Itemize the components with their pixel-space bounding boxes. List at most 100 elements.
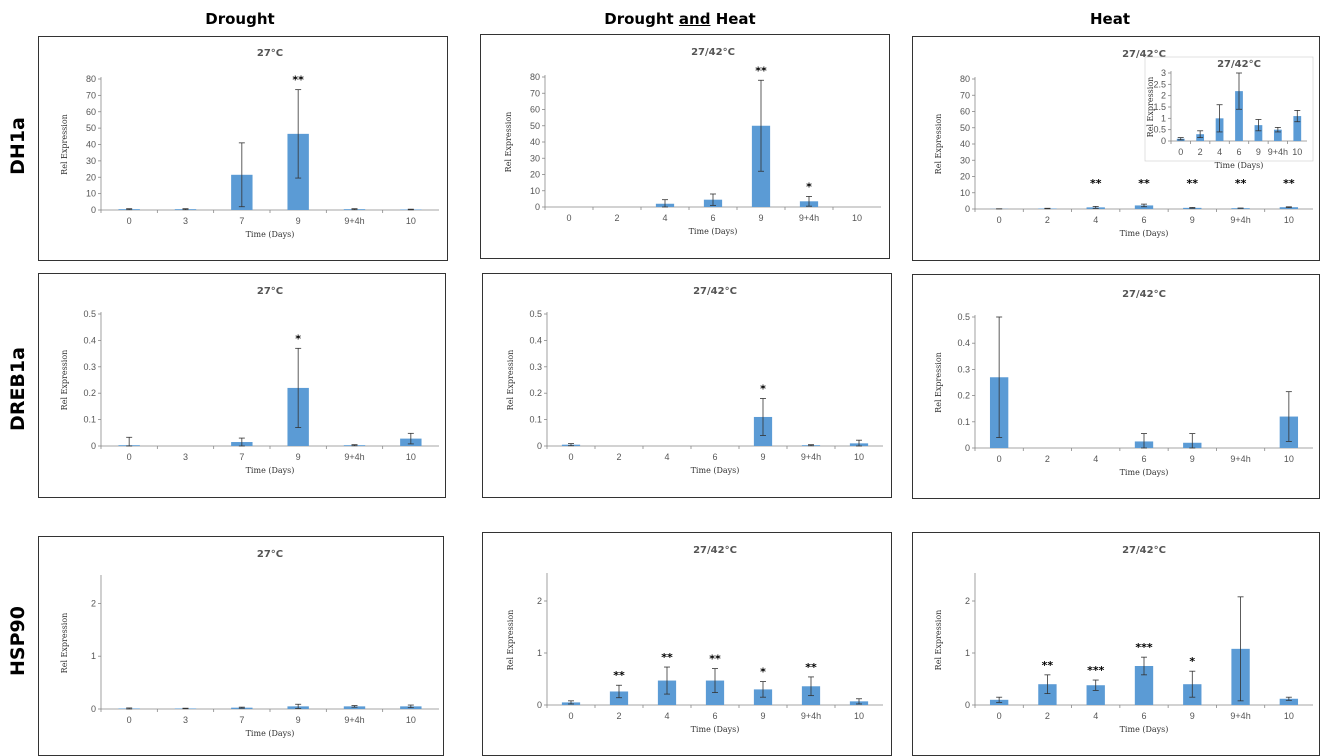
bar-2 [609, 691, 629, 705]
significance-marker: ** [1187, 177, 1199, 190]
chart-group: 27/42°C 0 0.1 0.2 0.3 0.4 0.5 0 2 4 6 9 9+4h 10 Time (… [934, 289, 1313, 477]
x-tick-label: 9 [296, 715, 301, 725]
x-axis-title: Time (Days) [1215, 161, 1264, 170]
row-label-dreb1a: DREB1a [7, 347, 29, 431]
x-tick-label: 6 [1141, 215, 1146, 225]
column-header-text: Heat [710, 10, 756, 28]
y-tick-label: 0 [535, 202, 540, 212]
x-tick-label: 4 [1217, 147, 1222, 157]
chart-group: 27/42°C 0 0.1 0.2 0.3 0.4 0.5 0 2 4 6 * 9 9+4h 10 Time … [506, 286, 883, 475]
chart-panel-dreb1a-drought: 27°C 0 0.1 0.2 0.3 0.4 0.5 0 3 7 * 9 9+4h 10 Time (Day… [38, 273, 446, 498]
bar-10 [1293, 116, 1302, 141]
x-tick-label: 10 [1284, 711, 1294, 721]
y-tick-label: 70 [530, 88, 540, 98]
column-header-heat: Heat [1060, 10, 1160, 28]
y-tick-label: 20 [960, 172, 970, 182]
y-axis-title: Rel Expression [506, 350, 515, 411]
x-tick-label: 4 [1093, 711, 1098, 721]
y-tick-label: 30 [86, 156, 96, 166]
y-tick-label: 2.5 [1153, 79, 1166, 89]
x-tick-label: 0 [127, 715, 132, 725]
x-tick-label: 9+4h [1230, 454, 1250, 464]
significance-marker: ** [613, 669, 625, 682]
chart-panel-dh1a-drought-and-heat: 27/42°C 0 10 20 30 40 50 60 70 80 0 2 4 6 ** 9 * 9+4h 10 Ti… [480, 34, 890, 259]
chart-panel-dh1a-drought: 27°C 0 10 20 30 40 50 60 70 80 0 3 7 ** 9 9+4h 10 Time (D… [38, 36, 448, 261]
y-tick-label: 0.1 [957, 417, 970, 427]
y-tick-label: 2 [965, 596, 970, 606]
x-tick-label: 0 [127, 216, 132, 226]
x-tick-label: 7 [239, 715, 244, 725]
significance-marker: * [1189, 655, 1195, 668]
y-tick-label: 0.1 [83, 415, 96, 425]
y-tick-label: 70 [86, 90, 96, 100]
y-tick-label: 0 [965, 700, 970, 710]
y-tick-label: 10 [960, 188, 970, 198]
x-tick-label: 9+4h [1268, 147, 1288, 157]
y-tick-label: 0.4 [83, 335, 96, 345]
x-tick-label: 9 [296, 216, 301, 226]
chart-panel-dreb1a-heat: 27/42°C 0 0.1 0.2 0.3 0.4 0.5 0 2 4 6 9 9+4h 10 Time (… [912, 274, 1320, 499]
significance-marker: * [760, 666, 766, 679]
bar-10 [1279, 207, 1299, 209]
y-tick-label: 50 [960, 123, 970, 133]
x-tick-label: 0 [566, 213, 571, 223]
x-tick-label: 0 [997, 215, 1002, 225]
x-tick-label: 2 [1045, 454, 1050, 464]
x-tick-label: 7 [239, 452, 244, 462]
chart-panel-dreb1a-drought-and-heat: 27/42°C 0 0.1 0.2 0.3 0.4 0.5 0 2 4 6 * 9 9+4h 10 Time … [482, 273, 892, 498]
y-tick-label: 80 [86, 74, 96, 84]
y-tick-label: 0 [1161, 136, 1166, 146]
y-tick-label: 0.5 [957, 312, 970, 322]
x-tick-label: 9+4h [1230, 215, 1250, 225]
x-tick-label: 9 [760, 452, 765, 462]
x-tick-label: 0 [997, 454, 1002, 464]
y-tick-label: 1 [537, 648, 542, 658]
y-tick-label: 0.5 [529, 309, 542, 319]
y-axis-title: Rel Expression [60, 350, 69, 411]
y-tick-label: 20 [530, 170, 540, 180]
chart-title: 27/42°C [1122, 545, 1166, 556]
bar-10 [1279, 698, 1299, 705]
x-tick-label: 9 [296, 452, 301, 462]
bar-6 [1235, 91, 1243, 141]
x-tick-label: 2 [1045, 711, 1050, 721]
y-tick-label: 0.3 [957, 364, 970, 374]
y-axis-title: Rel Expression [934, 352, 943, 413]
y-tick-label: 0 [91, 205, 96, 215]
significance-marker: *** [1087, 664, 1105, 677]
x-tick-label: 9 [1190, 711, 1195, 721]
significance-marker: * [295, 332, 301, 345]
x-tick-label: 10 [1284, 454, 1294, 464]
chart-group: 27/42°C 0 1 2 0 ** 2 *** 4 *** 6 * 9 9+4h 10 Time (Days… [934, 545, 1313, 734]
column-header-text: Drought [205, 10, 275, 28]
x-tick-label: 9 [1256, 147, 1261, 157]
chart-title: 27°C [257, 549, 283, 560]
y-tick-label: 10 [530, 186, 540, 196]
chart-svg: 27/42°C 0 1 2 0 ** 2 *** 4 *** 6 * 9 9+4h 10 Time (Days… [934, 545, 1313, 734]
chart-group: 27°C 0 0.1 0.2 0.3 0.4 0.5 0 3 7 * 9 9+4h 10 Time (Day… [60, 286, 439, 475]
x-axis-title: Time (Days) [1120, 229, 1169, 238]
x-tick-label: 9+4h [799, 213, 819, 223]
y-tick-label: 0.1 [529, 415, 542, 425]
y-axis-title: Rel Expression [506, 610, 515, 671]
x-axis-title: Time (Days) [689, 227, 738, 236]
chart-title: 27/42°C [1122, 289, 1166, 300]
chart-svg: 27°C 0 1 2 0 3 7 9 9+4h 10 Time (Days) Rel Expressi… [60, 549, 439, 738]
x-tick-label: 4 [1093, 454, 1098, 464]
y-tick-label: 0.2 [529, 388, 542, 398]
y-tick-label: 0 [965, 204, 970, 214]
x-axis-title: Time (Days) [246, 729, 295, 738]
x-tick-label: 3 [183, 216, 188, 226]
x-tick-label: 6 [1236, 147, 1241, 157]
significance-marker: ** [805, 661, 817, 674]
x-tick-label: 6 [1141, 454, 1146, 464]
significance-marker: ** [1090, 177, 1102, 190]
significance-marker: *** [1135, 641, 1153, 654]
column-header-underlined-text: and [678, 10, 711, 28]
x-tick-label: 10 [1284, 215, 1294, 225]
y-tick-label: 40 [960, 139, 970, 149]
x-tick-label: 0 [568, 711, 573, 721]
x-axis-title: Time (Days) [1120, 725, 1169, 734]
